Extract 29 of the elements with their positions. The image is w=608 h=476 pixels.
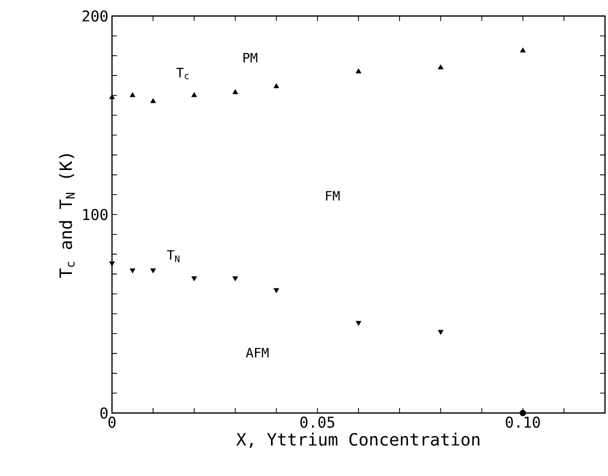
annotation: FM [326, 191, 340, 201]
point [438, 64, 444, 70]
point [356, 320, 362, 326]
point [150, 98, 156, 104]
y-tick-label: 200 [82, 10, 108, 22]
point [274, 288, 280, 294]
x-axis-title: X, Yttrium Concentration [236, 432, 480, 448]
point [191, 92, 197, 98]
annotation: PM [243, 52, 258, 62]
x-tick-label: 0 [108, 416, 116, 428]
point [232, 89, 238, 94]
point [191, 276, 197, 282]
point [130, 268, 136, 274]
x-tick-label: 0.05 [300, 416, 334, 428]
point [232, 276, 238, 282]
point [130, 92, 136, 98]
point [438, 330, 444, 335]
x-tick-label: 0.10 [506, 416, 540, 428]
annotation: T$_{N}$ [167, 250, 180, 262]
point [356, 68, 362, 74]
point [520, 48, 526, 52]
y-tick-label: 100 [83, 208, 108, 220]
point [150, 268, 156, 274]
text: T$_{c}$ and T$_{N}$ (K) [59, 154, 75, 278]
annotation: T$_{c}$ [176, 68, 189, 80]
point [274, 83, 280, 88]
point [520, 410, 526, 416]
annotation: AFM [246, 348, 269, 358]
y-tick-label: 0 [100, 407, 108, 419]
